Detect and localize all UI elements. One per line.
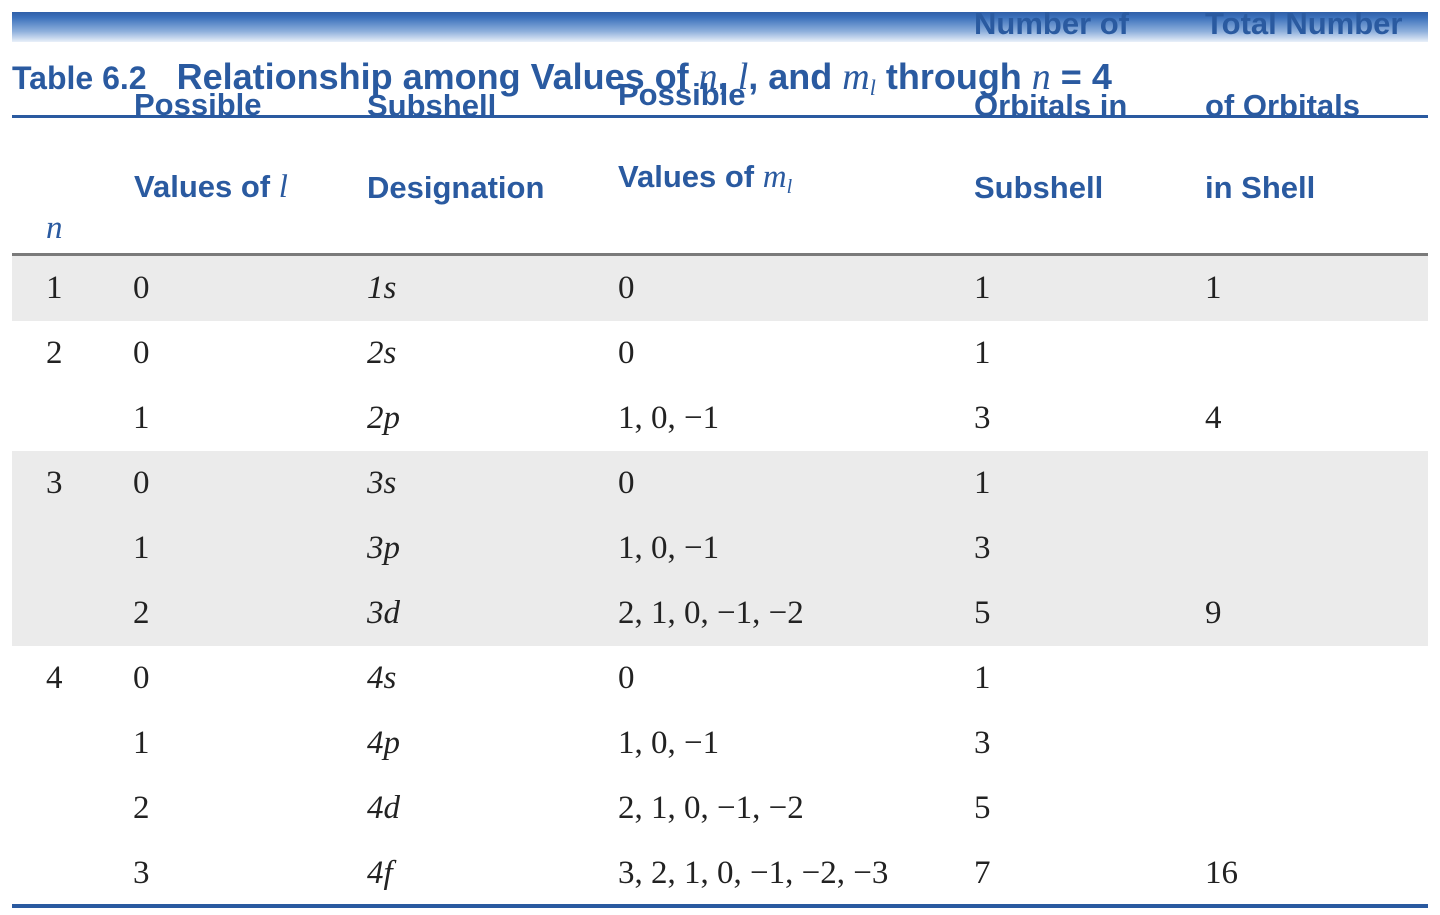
cell-subshell: 4d xyxy=(367,790,400,826)
header-orbitals-in-subshell: Number of Orbitals in Subshell xyxy=(974,6,1129,205)
cell-subshell: 3d xyxy=(367,595,400,631)
cell-ml: 2, 1, 0, −1, −2 xyxy=(618,790,804,826)
cell-subshell: 1s xyxy=(367,270,397,306)
cell-subshell: 2p xyxy=(367,400,400,436)
cell-ml: 1, 0, −1 xyxy=(618,530,720,566)
cell-total: 4 xyxy=(1205,400,1222,436)
cell-l: 0 xyxy=(133,465,150,501)
cell-l: 1 xyxy=(133,725,150,761)
cell-l: 1 xyxy=(133,530,150,566)
header-bottom-rule xyxy=(12,253,1428,256)
table-row: 1 4p 1, 0, −1 3 xyxy=(12,711,1428,776)
table-row: 4 0 4s 0 1 xyxy=(12,646,1428,711)
cell-n: 1 xyxy=(46,270,63,306)
cell-subshell: 4s xyxy=(367,660,397,696)
table-top-rule xyxy=(12,115,1428,118)
cell-subshell: 3s xyxy=(367,465,397,501)
cell-ml: 0 xyxy=(618,465,635,501)
table-row: 1 0 1s 0 1 1 xyxy=(12,256,1428,321)
cell-orbitals: 1 xyxy=(974,335,991,371)
cell-orbitals: 5 xyxy=(974,790,991,826)
cell-ml: 0 xyxy=(618,270,635,306)
cell-orbitals: 3 xyxy=(974,725,991,761)
header-total-orbitals-in-shell: Total Number of Orbitals in Shell xyxy=(1205,6,1403,205)
table-row: 1 2p 1, 0, −1 3 4 xyxy=(12,386,1428,451)
table-row: 3 4f 3, 2, 1, 0, −1, −2, −3 7 16 xyxy=(12,841,1428,906)
cell-orbitals: 3 xyxy=(974,530,991,566)
header-possible-ml: Possible Values of ml xyxy=(618,77,793,198)
cell-total: 1 xyxy=(1205,270,1222,306)
table-row: 1 3p 1, 0, −1 3 xyxy=(12,516,1428,581)
table-label: Table 6.2 xyxy=(12,60,147,96)
cell-l: 1 xyxy=(133,400,150,436)
cell-subshell: 4p xyxy=(367,725,400,761)
cell-total: 9 xyxy=(1205,595,1222,631)
table-bottom-rule xyxy=(12,904,1428,908)
cell-n: 4 xyxy=(46,660,63,696)
cell-orbitals: 7 xyxy=(974,855,991,891)
table-row: 2 0 2s 0 1 xyxy=(12,321,1428,386)
cell-total: 16 xyxy=(1205,855,1238,891)
cell-ml: 3, 2, 1, 0, −1, −2, −3 xyxy=(618,855,889,891)
cell-n: 3 xyxy=(46,465,63,501)
header-n: n xyxy=(46,210,63,246)
cell-l: 0 xyxy=(133,270,150,306)
cell-orbitals: 1 xyxy=(974,660,991,696)
cell-l: 2 xyxy=(133,790,150,826)
cell-n: 2 xyxy=(46,335,63,371)
cell-l: 0 xyxy=(133,335,150,371)
caption-text: Relationship among Values of n, l, and m… xyxy=(176,56,1112,100)
cell-l: 3 xyxy=(133,855,150,891)
cell-orbitals: 5 xyxy=(974,595,991,631)
cell-orbitals: 1 xyxy=(974,465,991,501)
top-color-band xyxy=(12,12,1428,42)
table-caption: Table 6.2 Relationship among Values of n,… xyxy=(12,52,1112,102)
cell-l: 0 xyxy=(133,660,150,696)
header-possible-l: Possible Values of l xyxy=(134,87,288,205)
cell-orbitals: 1 xyxy=(974,270,991,306)
header-subshell-designation: Subshell Designation xyxy=(367,88,545,205)
cell-ml: 0 xyxy=(618,335,635,371)
cell-l: 2 xyxy=(133,595,150,631)
cell-subshell: 2s xyxy=(367,335,397,371)
table-row: 3 0 3s 0 1 xyxy=(12,451,1428,516)
cell-ml: 2, 1, 0, −1, −2 xyxy=(618,595,804,631)
cell-orbitals: 3 xyxy=(974,400,991,436)
cell-ml: 1, 0, −1 xyxy=(618,400,720,436)
table-row: 2 4d 2, 1, 0, −1, −2 5 xyxy=(12,776,1428,841)
cell-subshell: 4f xyxy=(367,855,393,891)
cell-ml: 0 xyxy=(618,660,635,696)
cell-ml: 1, 0, −1 xyxy=(618,725,720,761)
table-row: 2 3d 2, 1, 0, −1, −2 5 9 xyxy=(12,581,1428,646)
cell-subshell: 3p xyxy=(367,530,400,566)
